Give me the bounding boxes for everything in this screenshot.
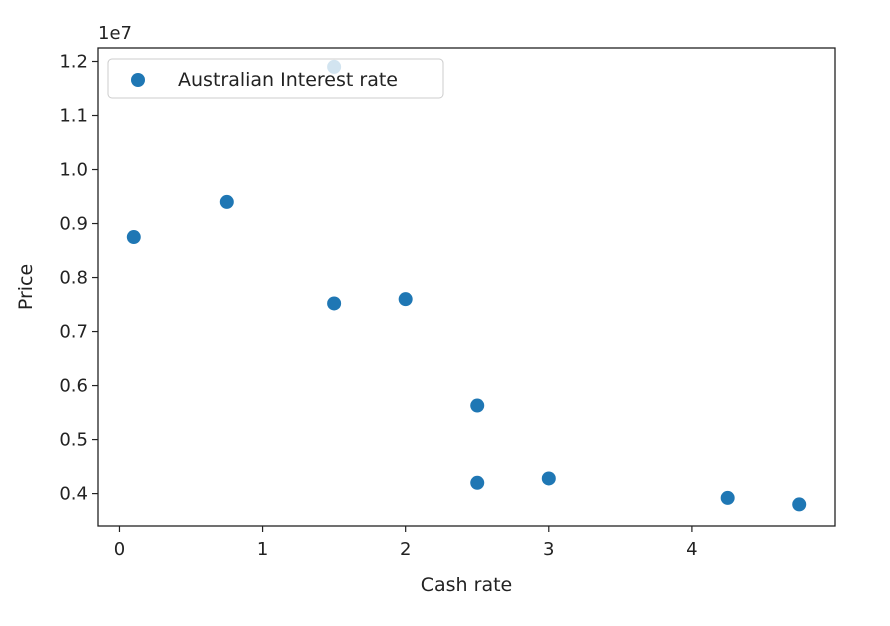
y-offset-label: 1e7 xyxy=(98,23,132,44)
data-point xyxy=(470,398,485,413)
data-point xyxy=(219,194,234,209)
data-point xyxy=(398,292,413,307)
x-tick-label: 4 xyxy=(686,539,697,560)
data-point xyxy=(470,475,485,490)
data-point xyxy=(327,296,342,311)
x-axis: 0 1 2 3 4 xyxy=(114,526,698,560)
legend: Australian Interest rate xyxy=(107,58,444,99)
x-tick-label: 1 xyxy=(257,539,268,560)
data-point xyxy=(792,497,807,512)
x-axis-label: Cash rate xyxy=(421,574,512,596)
x-tick-label: 2 xyxy=(400,539,411,560)
y-tick-label: 0.4 xyxy=(59,484,88,505)
data-point xyxy=(541,471,556,486)
legend-label: Australian Interest rate xyxy=(178,69,398,91)
data-point xyxy=(720,490,735,505)
x-tick-label: 0 xyxy=(114,539,125,560)
y-tick-label: 0.6 xyxy=(59,376,88,397)
legend-marker xyxy=(131,73,145,87)
y-tick-label: 0.7 xyxy=(59,322,88,343)
y-tick-label: 1.0 xyxy=(59,160,88,181)
y-tick-label: 0.9 xyxy=(59,214,88,235)
points-layer xyxy=(126,59,807,512)
y-tick-label: 0.5 xyxy=(59,430,88,451)
x-tick-label: 3 xyxy=(543,539,554,560)
y-tick-label: 1.1 xyxy=(59,106,88,127)
legend-box xyxy=(107,58,444,99)
y-axis-label: Price xyxy=(15,264,37,310)
plot-frame xyxy=(97,47,836,527)
y-axis: 0.4 0.5 0.6 0.7 0.8 0.9 1.0 1.1 1.2 xyxy=(59,52,98,505)
y-tick-label: 1.2 xyxy=(59,52,88,73)
data-point xyxy=(126,230,141,245)
y-tick-label: 0.8 xyxy=(59,268,88,289)
